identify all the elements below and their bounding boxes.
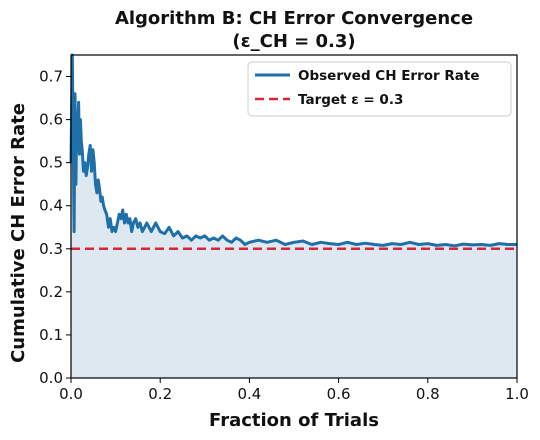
x-axis-ticks: 0.0 0.2 0.4 0.6 0.8 1.0: [59, 378, 529, 403]
y-tick-label: 0.5: [39, 154, 63, 172]
y-tick-label: 0.4: [39, 197, 63, 215]
x-tick-label: 0.6: [327, 385, 351, 403]
observed-series-line: [69, 53, 517, 248]
y-axis-ticks: 0.0 0.1 0.2 0.3 0.4 0.5 0.6 0.7: [39, 68, 71, 387]
chart-subtitle: (ε_CH = 0.3): [232, 31, 355, 52]
observed-fill-area: [71, 55, 517, 378]
y-tick-label: 0.6: [39, 111, 63, 129]
chart-title: Algorithm B: CH Error Convergence: [115, 8, 473, 29]
y-tick-label: 0.2: [39, 283, 63, 301]
legend: Observed CH Error Rate Target ε = 0.3: [247, 61, 512, 117]
x-tick-label: 0.0: [59, 385, 83, 403]
x-tick-label: 0.4: [237, 385, 261, 403]
legend-label-observed: Observed CH Error Rate: [298, 68, 480, 84]
y-tick-label: 0.0: [39, 369, 63, 387]
x-tick-label: 1.0: [505, 385, 529, 403]
legend-label-target: Target ε = 0.3: [298, 92, 403, 108]
y-tick-label: 0.3: [39, 240, 63, 258]
plot-area: [69, 53, 517, 378]
x-axis-label: Fraction of Trials: [209, 410, 379, 431]
x-tick-label: 0.8: [416, 385, 440, 403]
legend-box: [247, 61, 512, 117]
y-axis-label: Cumulative CH Error Rate: [8, 103, 29, 363]
y-tick-label: 0.7: [39, 68, 63, 86]
x-tick-label: 0.2: [148, 385, 172, 403]
plot-frame: [70, 54, 518, 379]
y-tick-label: 0.1: [39, 326, 63, 344]
